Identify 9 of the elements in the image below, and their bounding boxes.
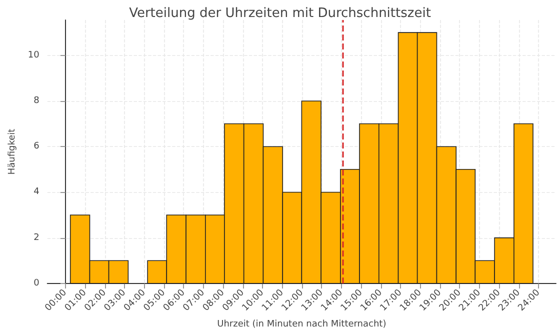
y-tick-label: 10 <box>28 50 40 60</box>
y-tick-label: 0 <box>34 278 40 288</box>
y-axis-title: Häufigkeit <box>8 128 18 175</box>
y-tick-label: 2 <box>34 232 40 243</box>
chart-title: Verteilung der Uhrzeiten mit Durchschnittszeit <box>129 6 431 21</box>
x-axis-title: Uhrzeit (in Minuten nach Mitternacht) <box>217 320 386 330</box>
y-tick-label: 4 <box>34 187 40 198</box>
y-tick-label: 8 <box>34 96 40 106</box>
y-tick-label: 6 <box>34 142 40 152</box>
